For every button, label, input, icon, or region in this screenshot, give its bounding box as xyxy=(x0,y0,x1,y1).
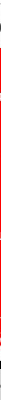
Text: 10: 10 xyxy=(0,346,1,356)
Text: 6: 6 xyxy=(0,351,1,361)
Text: *ANA published performar: *ANA published performar xyxy=(0,379,1,392)
Text: 6: 6 xyxy=(0,351,1,361)
Text: 5: 5 xyxy=(0,352,1,362)
Bar xyxy=(0,354,1,356)
Text: 244: 244 xyxy=(0,94,1,104)
Text: 10: 10 xyxy=(0,346,1,356)
Text: 37: 37 xyxy=(0,317,1,327)
Text: Mean = 3.1973 days
Mode = 0 days
Median = 1 day
Standard Deviation - 6.311 Days: Mean = 3.1973 days Mode = 0 days Median … xyxy=(0,104,1,162)
Text: 20: 20 xyxy=(0,336,1,346)
Text: 116: 116 xyxy=(0,232,1,242)
Text: 14: 14 xyxy=(0,342,1,352)
Title: Number of Days for Registries to Validate Requests
(09/13 -01/2015*): Number of Days for Registries to Validat… xyxy=(0,0,1,38)
Text: Number of Days to Implement Change: Number of Days to Implement Change xyxy=(0,379,1,392)
Text: 23: 23 xyxy=(0,332,1,342)
Text: 9: 9 xyxy=(0,348,1,358)
Text: 14: 14 xyxy=(0,342,1,352)
